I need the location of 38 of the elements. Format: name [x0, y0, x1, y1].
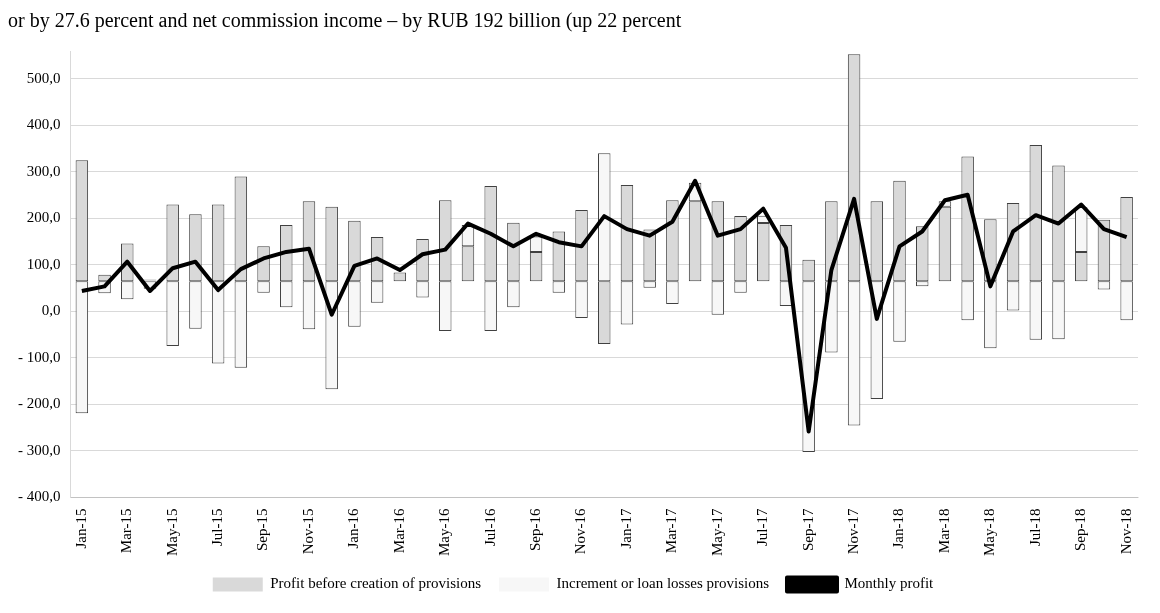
x-tick-label: Nov-17: [845, 508, 862, 555]
x-tick-label: Nov-15: [299, 508, 316, 555]
x-tick-label: Jan-17: [617, 508, 634, 549]
x-tick-label: Jul-17: [754, 508, 771, 547]
y-tick-label: 300,0: [26, 162, 61, 179]
x-tick-label: Mar-15: [118, 508, 135, 554]
x-tick-label: Sep-16: [527, 508, 544, 552]
y-tick-label: 100,0: [26, 255, 61, 272]
x-tick-label: Jul-15: [209, 508, 226, 547]
x-tick-label: Jan-15: [72, 508, 89, 549]
x-tick-label: Sep-15: [254, 508, 271, 552]
y-tick-label: 500,0: [26, 69, 61, 86]
legend-label: Increment or loan losses provisions: [556, 575, 770, 592]
legend-label: Monthly profit: [844, 575, 935, 592]
x-tick-label: Mar-17: [663, 508, 680, 554]
y-tick-label: - 100,0: [18, 348, 61, 365]
x-tick-label: Jul-16: [481, 508, 498, 547]
text: or by 27.6 percent and net commission income – by RUB 192 billion (up 22 percent: [8, 8, 683, 32]
y-tick-label: - 300,0: [18, 441, 61, 458]
x-tick-label: Mar-18: [935, 508, 952, 554]
x-tick-label: Jan-18: [890, 508, 907, 549]
x-tick-label: May-16: [436, 508, 453, 557]
y-tick-label: - 200,0: [18, 395, 61, 412]
x-tick-label: Nov-18: [1117, 508, 1134, 555]
x-tick-label: May-17: [708, 508, 725, 557]
legend-label: Profit before creation of provisions: [270, 575, 482, 592]
y-tick-label: 200,0: [26, 209, 61, 226]
y-tick-label: - 400,0: [18, 488, 61, 505]
y-tick-label: 0,0: [41, 302, 61, 319]
x-tick-label: Sep-17: [799, 508, 816, 552]
x-tick-label: Jul-18: [1026, 508, 1043, 547]
x-tick-label: May-15: [163, 508, 180, 557]
x-tick-label: Mar-16: [390, 508, 407, 554]
x-tick-label: Sep-18: [1072, 508, 1089, 552]
x-tick-label: Jan-16: [345, 508, 362, 549]
y-tick-label: 400,0: [26, 116, 61, 133]
x-tick-label: Nov-16: [572, 508, 589, 555]
x-tick-label: May-18: [981, 508, 998, 557]
